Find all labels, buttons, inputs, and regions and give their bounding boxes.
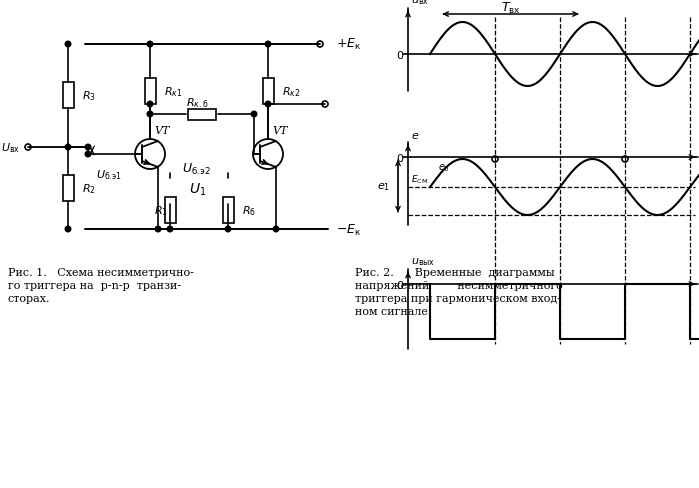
Bar <box>62 176 73 202</box>
Circle shape <box>65 227 71 232</box>
Circle shape <box>265 102 271 107</box>
Circle shape <box>85 145 91 150</box>
Bar <box>222 198 233 224</box>
Text: ном сигнале.: ном сигнале. <box>355 306 431 316</box>
Circle shape <box>265 42 271 48</box>
Text: Рис. 2.      Временные  диаграммы: Рис. 2. Временные диаграммы <box>355 267 554 278</box>
Text: VT: VT <box>272 126 287 136</box>
Bar <box>188 109 216 120</box>
Text: триггера при гармоническом вход-: триггера при гармоническом вход- <box>355 293 561 304</box>
Circle shape <box>273 227 279 232</box>
Text: $e_1$: $e_1$ <box>377 181 390 192</box>
Circle shape <box>85 152 91 158</box>
Bar <box>263 79 273 105</box>
Circle shape <box>251 112 257 118</box>
Text: $e$: $e$ <box>411 131 419 141</box>
Bar <box>164 198 175 224</box>
Text: $R_1$: $R_1$ <box>154 203 168 218</box>
Circle shape <box>147 112 153 118</box>
Text: $R_3$: $R_3$ <box>82 89 96 102</box>
Circle shape <box>147 102 153 107</box>
Text: $E_{\text{СМ}}$: $E_{\text{СМ}}$ <box>411 173 428 185</box>
Circle shape <box>167 227 173 232</box>
Text: $0$: $0$ <box>396 49 404 61</box>
Text: $R_{\kappa 2}$: $R_{\kappa 2}$ <box>282 85 301 99</box>
Text: $e_0$: $e_0$ <box>438 162 450 173</box>
Text: $R_{\kappa.\text{б}}$: $R_{\kappa.\text{б}}$ <box>186 96 208 110</box>
Text: $-E_{\text{к}}$: $-E_{\text{к}}$ <box>336 222 361 237</box>
Text: Рис. 1.   Схема несимметрично-: Рис. 1. Схема несимметрично- <box>8 267 194 278</box>
Circle shape <box>225 227 231 232</box>
Text: $u_{\text{вх}}$: $u_{\text{вх}}$ <box>411 0 429 7</box>
Text: $0$: $0$ <box>396 279 404 290</box>
Text: $U_{\text{б.э2}}$: $U_{\text{б.э2}}$ <box>182 161 210 176</box>
Text: $u_{\text{вых}}$: $u_{\text{вых}}$ <box>411 256 435 267</box>
Text: $U_1$: $U_1$ <box>189 182 207 198</box>
Text: $+E_{\text{к}}$: $+E_{\text{к}}$ <box>336 37 361 51</box>
Circle shape <box>65 42 71 48</box>
Text: $0$: $0$ <box>396 152 404 163</box>
Circle shape <box>65 145 71 150</box>
Text: $T_{\text{вх}}$: $T_{\text{вх}}$ <box>500 0 521 16</box>
Text: $U_{\text{б.э1}}$: $U_{\text{б.э1}}$ <box>96 168 122 182</box>
Bar <box>145 79 155 105</box>
Text: $R_{\kappa 1}$: $R_{\kappa 1}$ <box>164 85 182 99</box>
Text: $R_2$: $R_2$ <box>82 182 96 196</box>
Bar <box>62 83 73 109</box>
Text: $U_{\text{вх}}$: $U_{\text{вх}}$ <box>1 141 20 155</box>
Circle shape <box>155 227 161 232</box>
Text: сторах.: сторах. <box>8 293 50 304</box>
Circle shape <box>147 42 153 48</box>
Text: VT: VT <box>154 126 169 136</box>
Text: $R_{\text{б}}$: $R_{\text{б}}$ <box>242 203 256 218</box>
Text: го триггера на  p-n-p  транзи-: го триггера на p-n-p транзи- <box>8 281 181 290</box>
Text: напряжений        несимметричного: напряжений несимметричного <box>355 281 563 290</box>
